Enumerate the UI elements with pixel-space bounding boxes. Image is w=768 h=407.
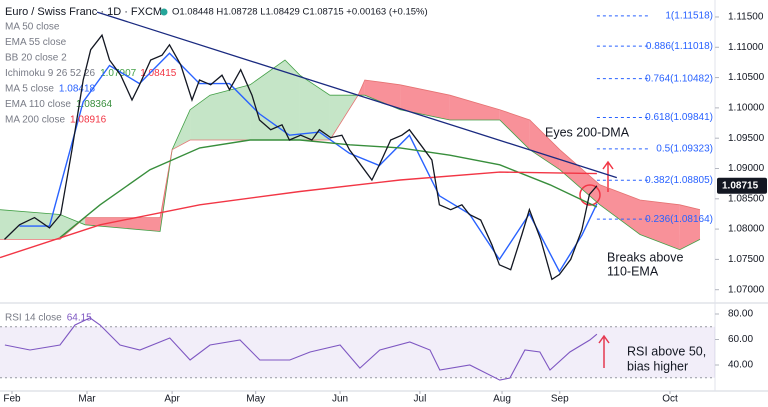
cloud-segment [449, 95, 500, 120]
rsi-line [4, 317, 598, 381]
x-tick-label: Jul [414, 394, 427, 405]
trendline [96, 11, 617, 179]
y-tick-label: 40.00 [728, 360, 753, 371]
legend-name: MA 200 close [5, 115, 65, 126]
legend-value: 1.08916 [70, 115, 107, 126]
indicator-line [59, 139, 598, 239]
y-tick-label: 1.09500 [728, 133, 765, 144]
y-tick-label: 1.09000 [728, 163, 765, 174]
y-tick-label: 1.08000 [728, 224, 765, 235]
y-tick-label: 1.07000 [728, 284, 765, 295]
cloud-span-a [0, 59, 701, 251]
fib-label: 0.5(1.09323) [656, 144, 713, 155]
legend-name: EMA 110 close [5, 99, 71, 110]
y-tick-label: 1.10500 [728, 72, 765, 83]
y-tick-label: 1.11500 [728, 12, 764, 23]
legend-value: 1.08415 [140, 68, 177, 79]
y-tick-label: 1.11000 [728, 42, 764, 53]
y-tick-label: 1.08500 [728, 193, 765, 204]
quote-text: O1.08448 H1.08728 L1.08429 C1.08715 +0.0… [172, 7, 428, 18]
annotation: Breaks above [607, 250, 683, 264]
x-tick-label: Oct [662, 394, 678, 405]
fib-label: 1(1.11518) [665, 11, 713, 22]
annotation: RSI above 50, [627, 344, 706, 358]
chart-title: Euro / Swiss Franc · 1D · FXCM [5, 6, 162, 18]
last-price-tag [717, 177, 767, 194]
up-arrow [602, 160, 614, 192]
rsi-up-arrow [598, 334, 610, 368]
y-tick-label: 1.07500 [728, 254, 765, 265]
cloud-segment [285, 60, 300, 140]
last-price-label: 1.08715 [722, 180, 759, 191]
legend-value: 1.07907 [100, 68, 137, 79]
fib-label: 0.236(1.08164) [645, 214, 713, 225]
y-tick-label: 60.00 [728, 334, 753, 345]
cloud-segment [85, 217, 161, 232]
legend-value: 1.08418 [59, 84, 96, 95]
legend-name: MA 50 close [5, 22, 60, 33]
x-tick-label: Feb [3, 394, 21, 405]
rsi-value: 64.15 [67, 313, 92, 324]
x-tick-label: Sep [551, 394, 569, 405]
cloud-segment [559, 149, 600, 205]
cloud-span-b [0, 79, 701, 240]
fib-label: 0.764(1.10482) [645, 73, 713, 84]
x-tick-label: Apr [164, 394, 180, 405]
legend-name: EMA 55 close [5, 37, 67, 48]
price-line [4, 33, 598, 281]
legend-name: MA 5 close [5, 84, 54, 95]
cloud-segment [210, 84, 251, 140]
legend-value: 1.08364 [76, 99, 113, 110]
annotation: 110-EMA [607, 264, 659, 278]
cloud-segment [400, 84, 450, 120]
y-tick-label: 1.10000 [728, 103, 765, 114]
fib-label: 0.382(1.08805) [645, 175, 713, 186]
legend-name: Ichimoku 9 26 52 26 [5, 68, 95, 79]
cloud-segment [364, 80, 401, 110]
x-tick-label: Jun [332, 394, 348, 405]
x-tick-label: Aug [493, 394, 511, 405]
legend-name: BB 20 close 2 [5, 53, 67, 64]
y-tick-label: 80.00 [728, 309, 753, 320]
annotation: bias higher [627, 359, 688, 373]
fib-label: 0.886(1.11018) [646, 41, 713, 52]
cloud-segment [299, 75, 330, 140]
market-status-dot [160, 8, 168, 16]
rsi-band [0, 326, 715, 378]
cloud-segment [599, 184, 640, 235]
cloud-segment [640, 200, 680, 250]
rsi-title: RSI 14 close [5, 313, 62, 324]
x-tick-label: May [246, 394, 265, 405]
cloud-segment [0, 209, 60, 240]
x-tick-label: Mar [78, 394, 96, 405]
cloud-segment [679, 204, 700, 250]
indicator-line [0, 171, 597, 259]
annotation: Eyes 200-DMA [545, 125, 630, 139]
indicator-line [19, 52, 598, 273]
cloud-segment [499, 109, 530, 150]
fib-label: 0.618(1.09841) [645, 112, 713, 123]
